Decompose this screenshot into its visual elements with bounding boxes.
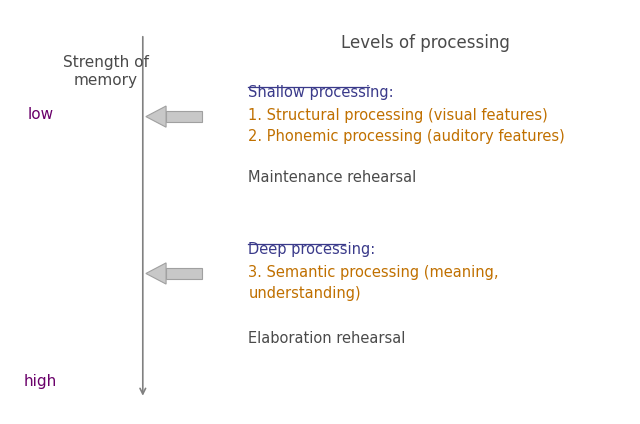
Polygon shape [146, 106, 166, 127]
Text: Levels of processing: Levels of processing [342, 34, 510, 52]
Bar [166, 268, 202, 279]
Polygon shape [146, 263, 166, 284]
Text: low: low [28, 107, 53, 122]
Text: high: high [24, 374, 57, 389]
Text: Deep processing:: Deep processing: [248, 242, 376, 257]
Text: understanding): understanding) [248, 286, 361, 301]
Text: 1. Structural processing (visual features): 1. Structural processing (visual feature… [248, 108, 548, 123]
Bar [166, 111, 202, 122]
Text: Strength of
memory: Strength of memory [63, 55, 148, 87]
Text: Elaboration rehearsal: Elaboration rehearsal [248, 331, 406, 346]
Text: Maintenance rehearsal: Maintenance rehearsal [248, 170, 417, 184]
Text: 2. Phonemic processing (auditory features): 2. Phonemic processing (auditory feature… [248, 129, 565, 144]
Text: 3. Semantic processing (meaning,: 3. Semantic processing (meaning, [248, 265, 499, 280]
Text: Shallow processing:: Shallow processing: [248, 85, 394, 100]
